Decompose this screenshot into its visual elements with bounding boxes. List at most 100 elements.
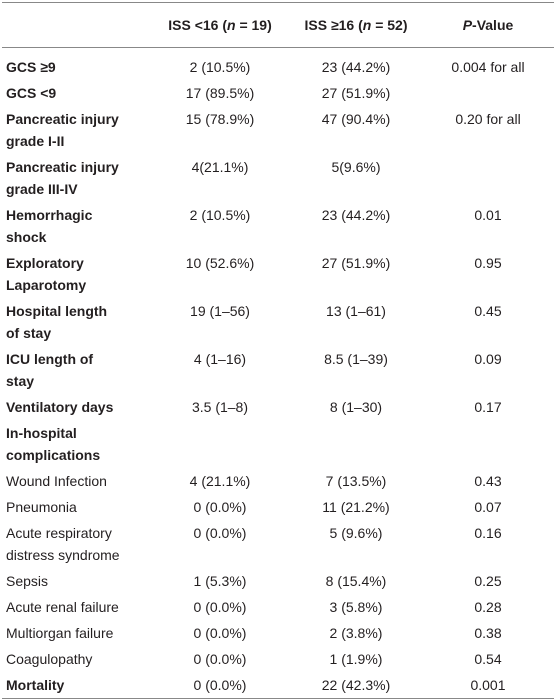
row-label: Coagulopathy — [2, 646, 150, 672]
header-text: ISS <16 ( — [168, 17, 227, 33]
value-cell: 0 (0.0%) — [150, 494, 290, 520]
value-cell: 27 (51.9%) — [290, 80, 422, 106]
cell-text: 11 (21.2%) — [322, 499, 390, 515]
cell-text: 19 (1–56) — [190, 303, 250, 319]
value-cell: 0 (0.0%) — [150, 520, 290, 568]
table-row: GCS <9 17 (89.5%) 27 (51.9%) — [2, 80, 554, 106]
cell-text: 4 (1–16) — [193, 351, 247, 367]
cell-text: 23 (44.2%) — [321, 207, 391, 223]
label-line: Hospital length — [6, 303, 108, 319]
label-line: of stay — [6, 325, 52, 341]
cell-text: 23 (44.2%) — [321, 59, 391, 75]
cell-text: 17 (89.5%) — [185, 85, 255, 101]
header-text: = 19) — [235, 17, 272, 33]
label-line: grade III-IV — [6, 181, 78, 197]
label-line: distress syndrome — [6, 547, 120, 563]
cell-text: 0.004 for all — [451, 59, 525, 75]
cell-text: 27 (51.9%) — [321, 255, 391, 271]
value-cell: 0.01 — [422, 202, 554, 250]
value-cell: 0 (0.0%) — [150, 594, 290, 620]
cell-text: 0 (0.0%) — [193, 499, 247, 515]
row-label: Hospital length of stay — [2, 298, 150, 346]
label-line: Ventilatory days — [6, 399, 114, 415]
value-cell — [422, 420, 554, 468]
value-cell: 1 (5.3%) — [150, 568, 290, 594]
label-line: Wound Infection — [6, 473, 107, 489]
value-cell — [150, 420, 290, 468]
cell-text: 0.38 — [474, 625, 502, 641]
header-text: n — [227, 17, 236, 33]
row-label: GCS <9 — [2, 80, 150, 106]
value-cell: 0.16 — [422, 520, 554, 568]
cell-text: 0.09 — [474, 351, 502, 367]
table-row: Pancreatic injury grade III-IV 4(21.1%) 5(9… — [2, 154, 554, 202]
header-text: P — [462, 17, 473, 33]
value-cell: 0.38 — [422, 620, 554, 646]
value-cell: 8 (1–30) — [290, 394, 422, 420]
label-line: shock — [6, 229, 47, 245]
label-line: GCS <9 — [6, 85, 57, 101]
table-row: Coagulopathy 0 (0.0%) 1 (1.9%) 0.54 — [2, 646, 554, 672]
value-cell: 0.07 — [422, 494, 554, 520]
header-text: = 52) — [371, 17, 408, 33]
cell-text: 10 (52.6%) — [185, 255, 255, 271]
cell-text: 27 (51.9%) — [321, 85, 391, 101]
value-cell: 27 (51.9%) — [290, 250, 422, 298]
value-cell: 23 (44.2%) — [290, 48, 422, 81]
value-cell: 1 (1.9%) — [290, 646, 422, 672]
cell-text: 7 (13.5%) — [325, 473, 387, 489]
cell-text: 0.001 — [470, 677, 506, 693]
value-cell: 0 (0.0%) — [150, 646, 290, 672]
cell-text: 0 (0.0%) — [193, 651, 247, 667]
cell-text: 4 (21.1%) — [189, 473, 251, 489]
value-cell: 4 (1–16) — [150, 346, 290, 394]
value-cell: 4 (21.1%) — [150, 468, 290, 494]
cell-text: 3.5 (1–8) — [191, 399, 249, 415]
row-label: Wound Infection — [2, 468, 150, 494]
row-label: Multiorgan failure — [2, 620, 150, 646]
value-cell: 0.28 — [422, 594, 554, 620]
value-cell: 5(9.6%) — [290, 154, 422, 202]
cell-text: 0.07 — [474, 499, 502, 515]
value-cell: 3.5 (1–8) — [150, 394, 290, 420]
value-cell: 23 (44.2%) — [290, 202, 422, 250]
value-cell: 19 (1–56) — [150, 298, 290, 346]
cell-text: 0.17 — [474, 399, 502, 415]
row-label: Exploratory Laparotomy — [2, 250, 150, 298]
value-cell: 0.17 — [422, 394, 554, 420]
value-cell: 10 (52.6%) — [150, 250, 290, 298]
header-cell: ISS <16 (n = 19) — [150, 3, 290, 48]
cell-text: 1 (1.9%) — [329, 651, 383, 667]
cell-text: 0.20 for all — [455, 111, 521, 127]
value-cell: 0.09 — [422, 346, 554, 394]
table-row: Multiorgan failure 0 (0.0%) 2 (3.8%) 0.38 — [2, 620, 554, 646]
table-row: Wound Infection 4 (21.1%) 7 (13.5%) 0.43 — [2, 468, 554, 494]
cell-text: 0.43 — [474, 473, 502, 489]
row-label: Pancreatic injury grade I-II — [2, 106, 150, 154]
value-cell: 4(21.1%) — [150, 154, 290, 202]
cell-text: 0.54 — [474, 651, 502, 667]
value-cell: 5 (9.6%) — [290, 520, 422, 568]
row-label: Ventilatory days — [2, 394, 150, 420]
cell-text: 0.25 — [474, 573, 502, 589]
value-cell: 2 (10.5%) — [150, 202, 290, 250]
cell-text: 0 (0.0%) — [193, 677, 247, 693]
table-row: Exploratory Laparotomy 10 (52.6%) 27 (51.9%… — [2, 250, 554, 298]
table-header: ISS <16 (n = 19) ISS ≥16 (n = 52) P-Value — [2, 2, 554, 48]
value-cell: 0.54 — [422, 646, 554, 672]
value-cell: 17 (89.5%) — [150, 80, 290, 106]
value-cell: 2 (10.5%) — [150, 48, 290, 81]
cell-text: 13 (1–61) — [326, 303, 386, 319]
value-cell: 3 (5.8%) — [290, 594, 422, 620]
cell-text: 0.28 — [474, 599, 502, 615]
label-line: grade I-II — [6, 133, 65, 149]
table-row: Acute respiratory distress syndrome 0 (0.0… — [2, 520, 554, 568]
value-cell — [422, 80, 554, 106]
cell-text: 0.45 — [474, 303, 502, 319]
cell-text: 0.95 — [474, 255, 502, 271]
value-cell: 0 (0.0%) — [150, 620, 290, 646]
value-cell: 0.95 — [422, 250, 554, 298]
header-cell: P-Value — [422, 3, 554, 48]
cell-text: 8 (15.4%) — [325, 573, 387, 589]
